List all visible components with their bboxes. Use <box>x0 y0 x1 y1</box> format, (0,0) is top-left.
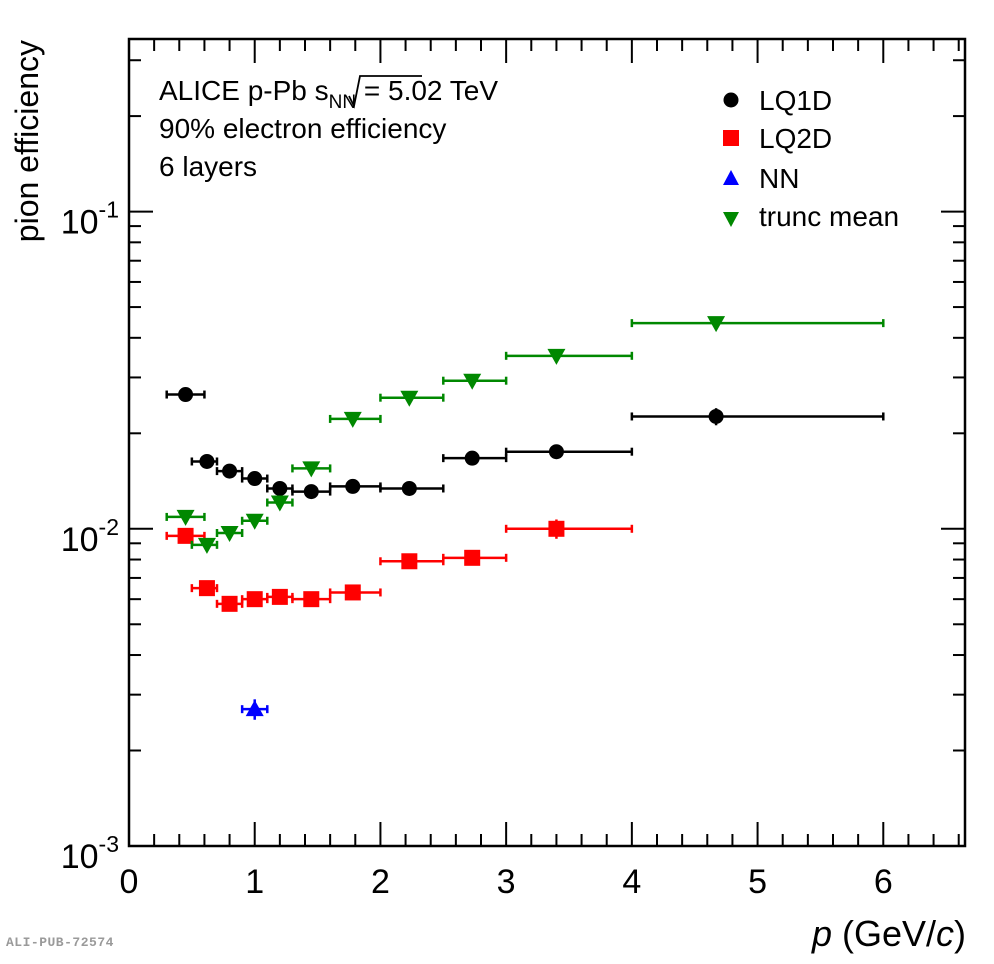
data-point <box>178 387 194 403</box>
data-point <box>199 453 215 469</box>
x-tick-label: 3 <box>497 863 516 901</box>
legend-label: LQ2D <box>759 123 832 154</box>
x-tick-labels: 0 1 2 3 4 5 6 <box>120 863 893 901</box>
legend-marker-circle-icon <box>723 92 739 108</box>
data-point <box>344 584 361 601</box>
y-tick-base: 10 <box>61 204 99 242</box>
plot-frame <box>127 37 967 848</box>
x-tick-label: 5 <box>748 863 767 901</box>
legend-label: LQ1D <box>759 85 832 116</box>
data-point <box>197 537 216 554</box>
data-point <box>302 461 321 478</box>
data-point <box>222 463 238 479</box>
axis-ticks <box>128 39 965 847</box>
x-axis-title-p: p <box>811 913 832 954</box>
data-point <box>548 444 564 460</box>
publication-id: ALI-PUB-72574 <box>6 935 114 950</box>
y-tick-exponent: -3 <box>99 831 119 857</box>
data-point <box>220 525 239 542</box>
data-point <box>246 591 263 608</box>
legend-marker-triangle-down-icon <box>723 212 739 227</box>
data-point <box>245 700 264 717</box>
series-lq1d <box>165 387 885 500</box>
annotation-suffix: = 5.02 TeV <box>356 75 498 106</box>
data-point <box>547 348 566 365</box>
y-tick-labels: 10-3 10-2 10-1 <box>61 197 119 876</box>
data-point <box>272 480 288 496</box>
data-point <box>221 595 238 612</box>
x-axis-title-unit: (GeV/ <box>832 913 936 954</box>
data-point <box>708 408 724 424</box>
y-tick-exponent: -2 <box>99 514 119 540</box>
x-tick-label: 4 <box>622 863 641 901</box>
data-point <box>401 480 417 496</box>
series-lq2d <box>165 519 634 612</box>
y-tick-exponent: -1 <box>99 197 119 223</box>
data-point <box>463 373 482 390</box>
legend-marker-triangle-up-icon <box>723 170 739 185</box>
plot-marks <box>165 316 885 720</box>
x-tick-label: 2 <box>371 863 390 901</box>
data-point <box>270 495 289 512</box>
sqrt-icon <box>348 75 422 109</box>
x-axis-title-close: ) <box>954 913 966 954</box>
data-point <box>271 588 288 605</box>
annotation-line-3: 6 layers <box>159 151 257 182</box>
x-tick-label: 1 <box>245 863 264 901</box>
annotation-s: s <box>315 75 329 106</box>
data-point <box>247 471 263 487</box>
data-point <box>707 316 726 333</box>
legend-marker-square-icon <box>723 130 739 146</box>
data-point <box>245 513 264 530</box>
data-point <box>176 509 195 526</box>
y-tick-label: 10-1 <box>61 197 119 242</box>
annotation-line-1: ALICE p-Pb sNN = 5.02 TeV <box>159 75 498 113</box>
y-axis-title: pion efficiency <box>9 40 45 242</box>
legend-label: NN <box>759 163 799 194</box>
legend-label: trunc mean <box>759 201 899 232</box>
data-point <box>198 580 215 597</box>
annotation-prefix: ALICE p-Pb <box>159 75 315 106</box>
x-axis-title: p (GeV/c) <box>811 913 966 954</box>
x-tick-label: 0 <box>120 863 139 901</box>
y-tick-base: 10 <box>61 521 99 559</box>
annotation-line-2: 90% electron efficiency <box>159 113 446 144</box>
data-point <box>177 527 194 544</box>
data-point <box>303 484 319 500</box>
series-nn <box>240 699 269 720</box>
y-tick-label: 10-3 <box>61 831 119 876</box>
x-axis-title-c: c <box>936 913 954 954</box>
legend: LQ1D LQ2D NN trunc mean <box>723 85 899 232</box>
y-tick-label: 10-2 <box>61 514 119 559</box>
series-trunc-mean <box>165 316 885 554</box>
annotation: ALICE p-Pb sNN = 5.02 TeV 90% electron e… <box>159 75 498 182</box>
data-point <box>343 411 362 428</box>
y-tick-base: 10 <box>61 838 99 876</box>
data-point <box>400 390 419 407</box>
data-point <box>401 553 418 570</box>
x-tick-label: 6 <box>874 863 893 901</box>
data-point <box>464 549 481 566</box>
data-point <box>548 520 565 537</box>
data-point <box>345 478 361 494</box>
data-point <box>303 591 320 608</box>
data-point <box>464 450 480 466</box>
